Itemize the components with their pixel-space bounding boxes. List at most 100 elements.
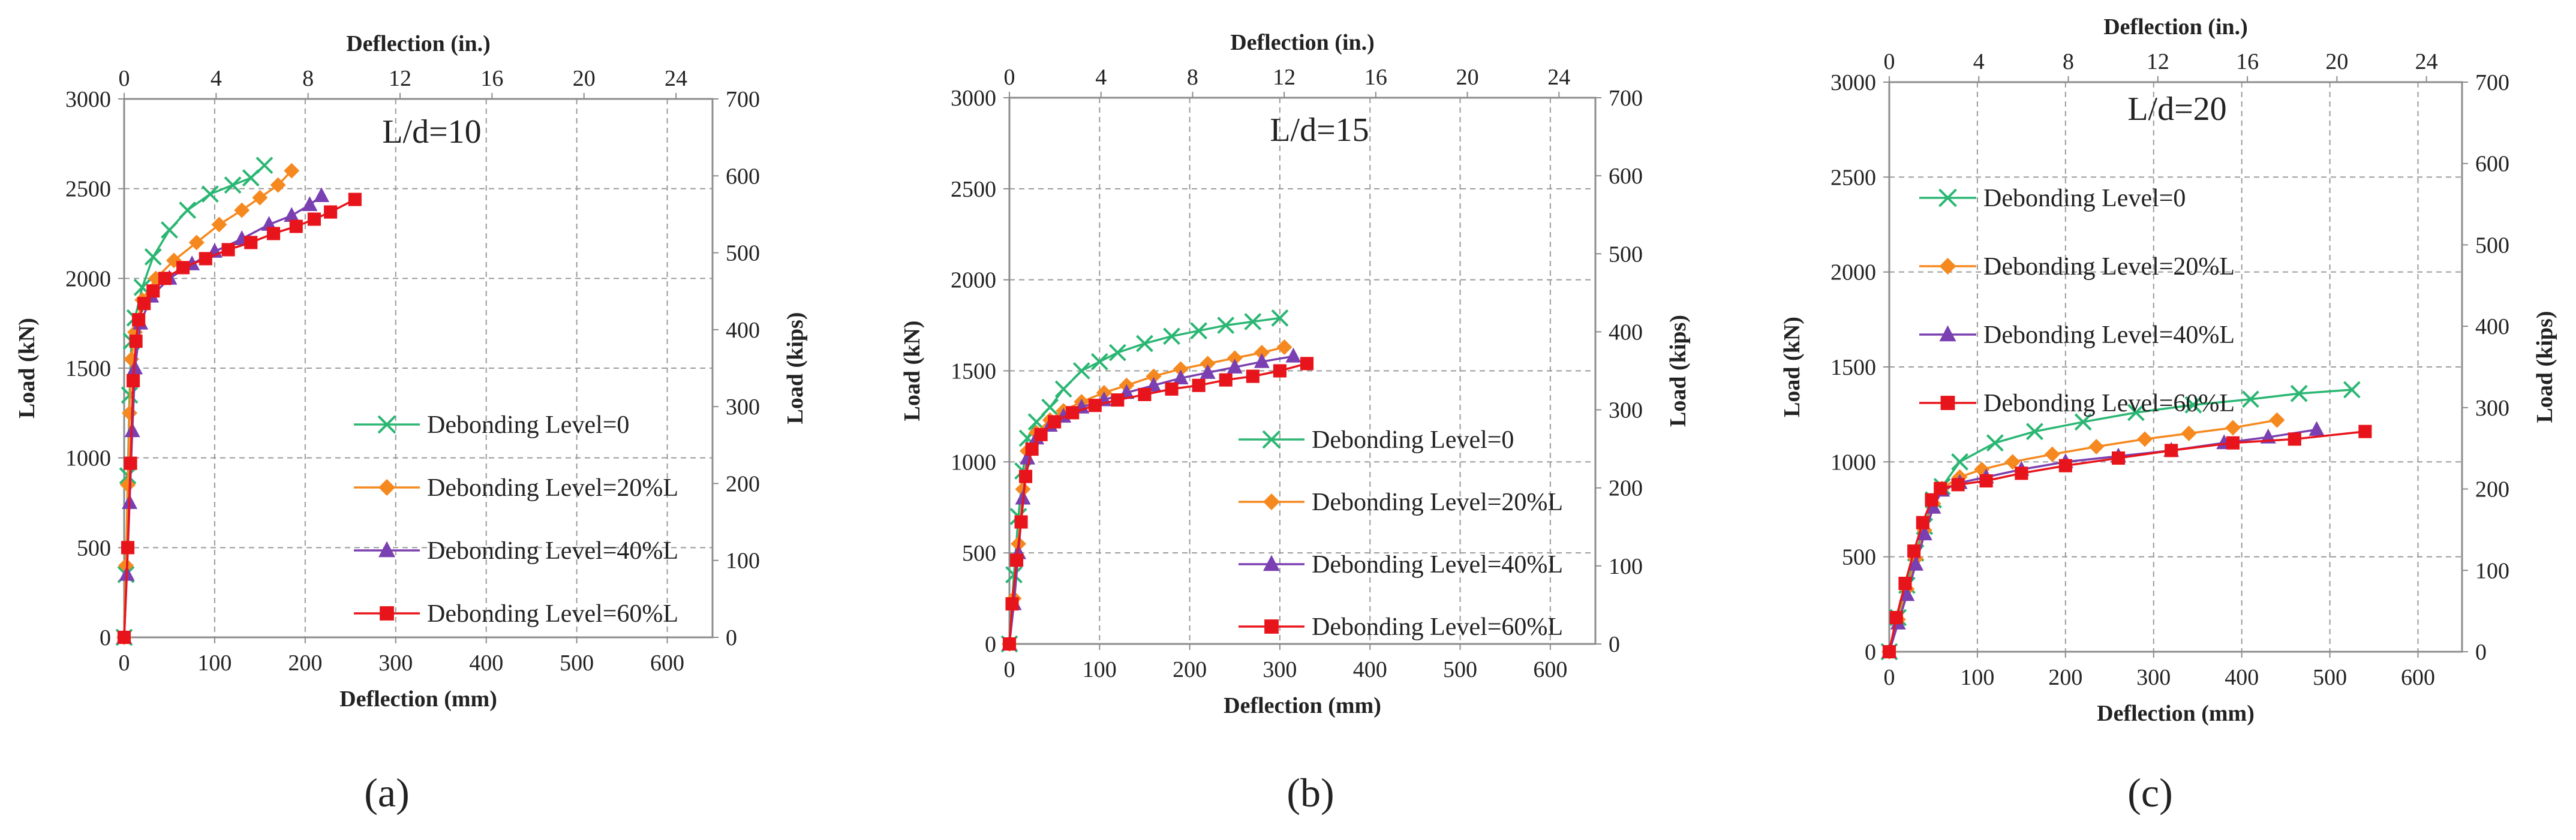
legend-item: Debonding Level=0 <box>1239 426 1514 454</box>
data-point <box>1108 344 1126 362</box>
series-line <box>1888 419 2277 652</box>
data-point <box>1986 434 2004 452</box>
grid <box>124 98 713 637</box>
legend-marker <box>1939 258 1956 275</box>
x2-tick-label: 12 <box>1273 65 1295 90</box>
x2-tick-label: 0 <box>119 66 130 91</box>
panel-label: (c) <box>2127 770 2172 815</box>
y-tick-label: 500 <box>77 535 111 561</box>
legend-label: Debonding Level=0 <box>427 411 629 439</box>
data-point <box>2044 446 2060 462</box>
x-tick-label: 200 <box>2048 665 2082 690</box>
data-point <box>118 558 134 574</box>
legend-item: Debonding Level=60%L <box>354 600 678 628</box>
legend: Debonding Level=0 Debonding Level=20%L Deb… <box>354 411 678 628</box>
x-axis-label: Deflection (mm) <box>2097 701 2255 726</box>
data-point <box>2288 432 2301 446</box>
data-point <box>2015 466 2028 480</box>
y-tick-label: 1500 <box>1830 355 1876 380</box>
grid <box>1889 82 2462 652</box>
y2-tick-label: 100 <box>2475 558 2509 583</box>
data-point <box>1136 335 1153 353</box>
legend-item: Debonding Level=60%L <box>1239 613 1563 641</box>
data-point <box>1090 353 1108 371</box>
x2-tick-label: 24 <box>2415 49 2438 74</box>
x2-tick-label: 0 <box>1884 49 1895 74</box>
y2-tick-label: 500 <box>2475 233 2509 258</box>
x2-axis-label: Deflection (in.) <box>1230 30 1375 55</box>
data-point <box>137 297 151 311</box>
legend-label: Debonding Level=40%L <box>1312 551 1563 579</box>
y-tick-label: 500 <box>1842 545 1876 570</box>
y-axis-label: Load (kN) <box>900 321 925 421</box>
x-tick-label: 100 <box>197 651 232 676</box>
legend-item: Debonding Level=20%L <box>1919 253 2235 281</box>
data-point <box>1054 380 1072 398</box>
data-point <box>132 313 146 327</box>
data-point <box>1254 353 1270 368</box>
series-4 <box>1882 424 2372 659</box>
x-tick-label: 500 <box>1443 657 1477 682</box>
series-2 <box>1881 412 2285 660</box>
series-4 <box>117 192 362 645</box>
data-point <box>1908 556 1924 571</box>
data-point <box>270 177 286 193</box>
x-tick-label: 300 <box>378 651 413 676</box>
data-point <box>2111 451 2126 465</box>
legend-label: Debonding Level=60%L <box>1983 390 2235 417</box>
y-tick-label: 500 <box>962 541 996 566</box>
data-point <box>1219 373 1233 387</box>
data-point <box>144 248 162 266</box>
y2-tick-label: 0 <box>2475 640 2487 665</box>
y2-tick-label: 700 <box>1609 86 1643 111</box>
panel-label: (a) <box>364 770 409 815</box>
y-tick-label: 3000 <box>1830 70 1876 95</box>
y-tick-label: 1500 <box>951 359 996 384</box>
legend-marker <box>380 606 394 621</box>
legend-label: Debonding Level=40%L <box>1983 321 2235 349</box>
data-point <box>1300 357 1314 371</box>
data-point <box>1165 382 1179 396</box>
x-tick-label: 400 <box>1353 657 1387 682</box>
series-1 <box>1000 309 1289 653</box>
x-tick-label: 300 <box>2136 665 2171 690</box>
series-line <box>1888 389 2352 652</box>
x-tick-label: 300 <box>1263 657 1297 682</box>
data-point <box>1163 327 1180 345</box>
data-point <box>2290 384 2308 402</box>
legend-marker <box>1262 430 1281 449</box>
x-axis-label: Deflection (mm) <box>1224 693 1381 718</box>
x2-tick-label: 16 <box>480 66 503 91</box>
legend-label: Debonding Level=20%L <box>1312 489 1563 516</box>
x-axis-label: Deflection (mm) <box>339 687 497 712</box>
chart-panel: 0 100 200 300 400 500 600050010001500200025003… <box>900 30 1691 718</box>
x-tick-label: 200 <box>288 651 322 676</box>
y-tick-label: 3000 <box>951 86 996 111</box>
chart-panel: 0 100 200 300 400 500 600050010001500200025003… <box>14 31 808 712</box>
data-point <box>120 477 136 493</box>
series-line <box>123 198 356 638</box>
data-point <box>234 202 250 218</box>
y2-tick-label: 700 <box>2475 70 2509 95</box>
data-point <box>117 630 131 645</box>
x-tick-label: 0 <box>1004 657 1015 682</box>
data-point <box>266 227 281 240</box>
legend-item: Debonding Level=20%L <box>1239 489 1563 516</box>
data-point <box>1899 586 1915 601</box>
x2-tick-label: 20 <box>573 66 596 91</box>
series-line <box>1888 428 2317 652</box>
data-point <box>121 541 135 555</box>
y2-tick-label: 100 <box>726 549 760 574</box>
data-point <box>1009 553 1024 567</box>
y-tick-label: 2000 <box>65 266 111 291</box>
chart-panel: 0 100 200 300 400 500 600050010001500200025003… <box>1780 14 2557 726</box>
y2-tick-label: 0 <box>726 625 737 651</box>
x2-tick-label: 4 <box>211 66 222 91</box>
legend: Debonding Level=0 Debonding Level=20%L Deb… <box>1239 426 1563 641</box>
data-point <box>1034 427 1048 441</box>
y2-tick-label: 700 <box>726 87 760 112</box>
series-3 <box>1881 421 2325 658</box>
data-point <box>1254 345 1270 361</box>
legend-label: Debonding Level=60%L <box>427 600 678 628</box>
x2-tick-label: 20 <box>2325 49 2348 74</box>
